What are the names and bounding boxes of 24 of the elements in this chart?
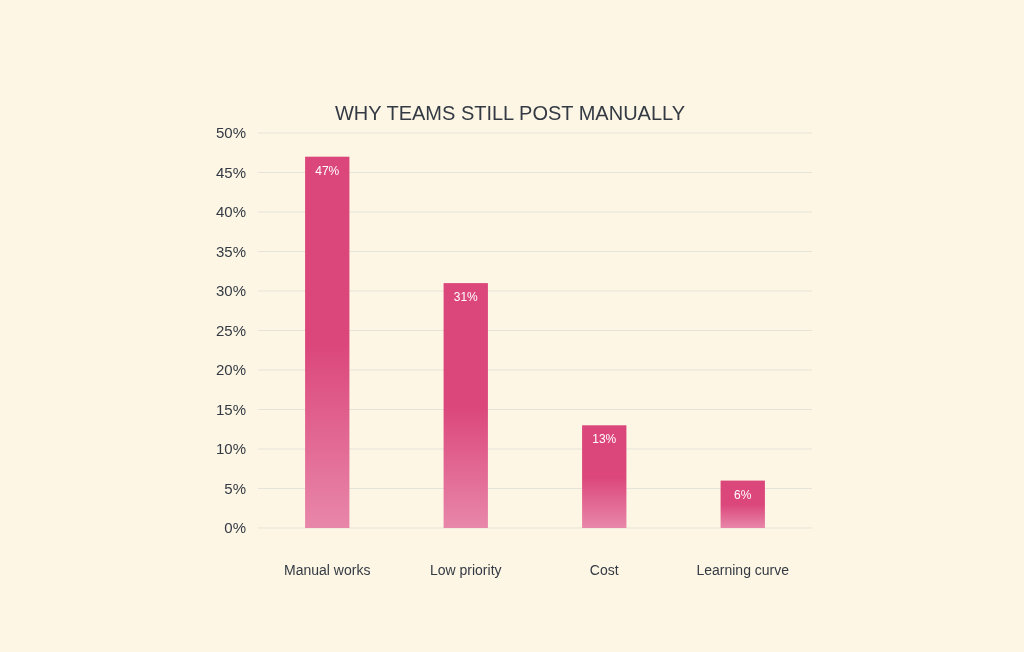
x-tick-label: Low priority [429,562,502,578]
y-tick-label: 50% [215,124,246,141]
x-tick-label: Learning curve [696,562,790,578]
y-tick-label: 35% [215,242,246,260]
y-tick-label: 15% [215,400,246,418]
x-tick-label: Cost [589,562,619,578]
y-tick-label: 5% [224,479,246,497]
y-tick-label: 45% [215,163,246,181]
y-tick-label: 10% [215,440,246,457]
y-tick-label: 0% [224,519,246,536]
bar [305,156,350,528]
y-tick-label: 30% [215,282,246,299]
bar [443,283,488,528]
data-label: 31% [453,290,479,305]
y-tick-label: 40% [215,203,246,220]
y-tick-label: 25% [215,321,246,339]
data-label: 47% [315,163,340,178]
data-label: 6% [734,487,752,502]
chart-title: WHY TEAMS STILL POST MANUALLY [334,102,686,124]
x-tick-label: Manual works [284,562,371,578]
data-label: 13% [592,432,617,447]
bar [582,425,627,528]
bar [720,480,765,528]
y-tick-label: 20% [215,361,246,378]
